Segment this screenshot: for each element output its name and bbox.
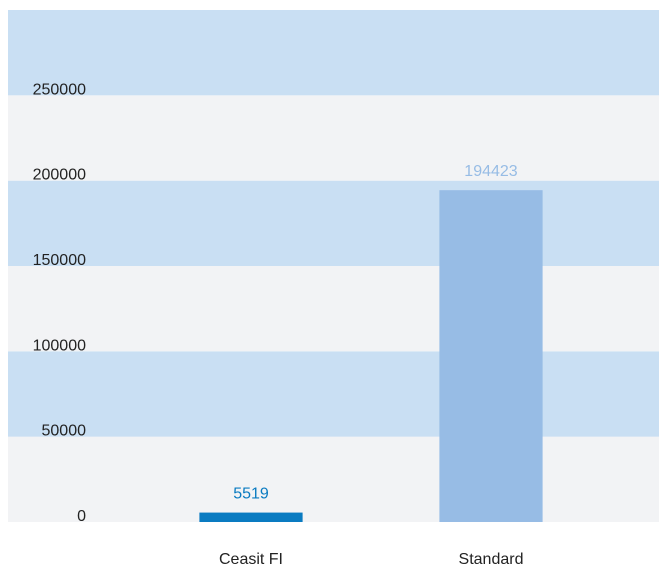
grid-band bbox=[8, 436, 659, 522]
grid-band bbox=[8, 180, 659, 266]
value-label: 194423 bbox=[464, 163, 517, 180]
grid-band bbox=[8, 95, 659, 181]
y-tick-label: 150000 bbox=[33, 252, 86, 269]
y-tick-label: 0 bbox=[77, 508, 86, 525]
y-tick-label: 100000 bbox=[33, 337, 86, 354]
y-tick-label: 50000 bbox=[42, 423, 87, 440]
grid-band bbox=[8, 351, 659, 437]
x-tick-label: Standard bbox=[459, 551, 524, 568]
y-tick-label: 250000 bbox=[33, 81, 86, 98]
x-tick-label: Ceasit FI bbox=[219, 551, 283, 568]
bar bbox=[439, 190, 543, 522]
value-label: 5519 bbox=[233, 486, 269, 503]
y-tick-label: 200000 bbox=[33, 167, 86, 184]
bar bbox=[199, 512, 303, 522]
grid-band bbox=[8, 10, 659, 96]
grid-band bbox=[8, 266, 659, 352]
